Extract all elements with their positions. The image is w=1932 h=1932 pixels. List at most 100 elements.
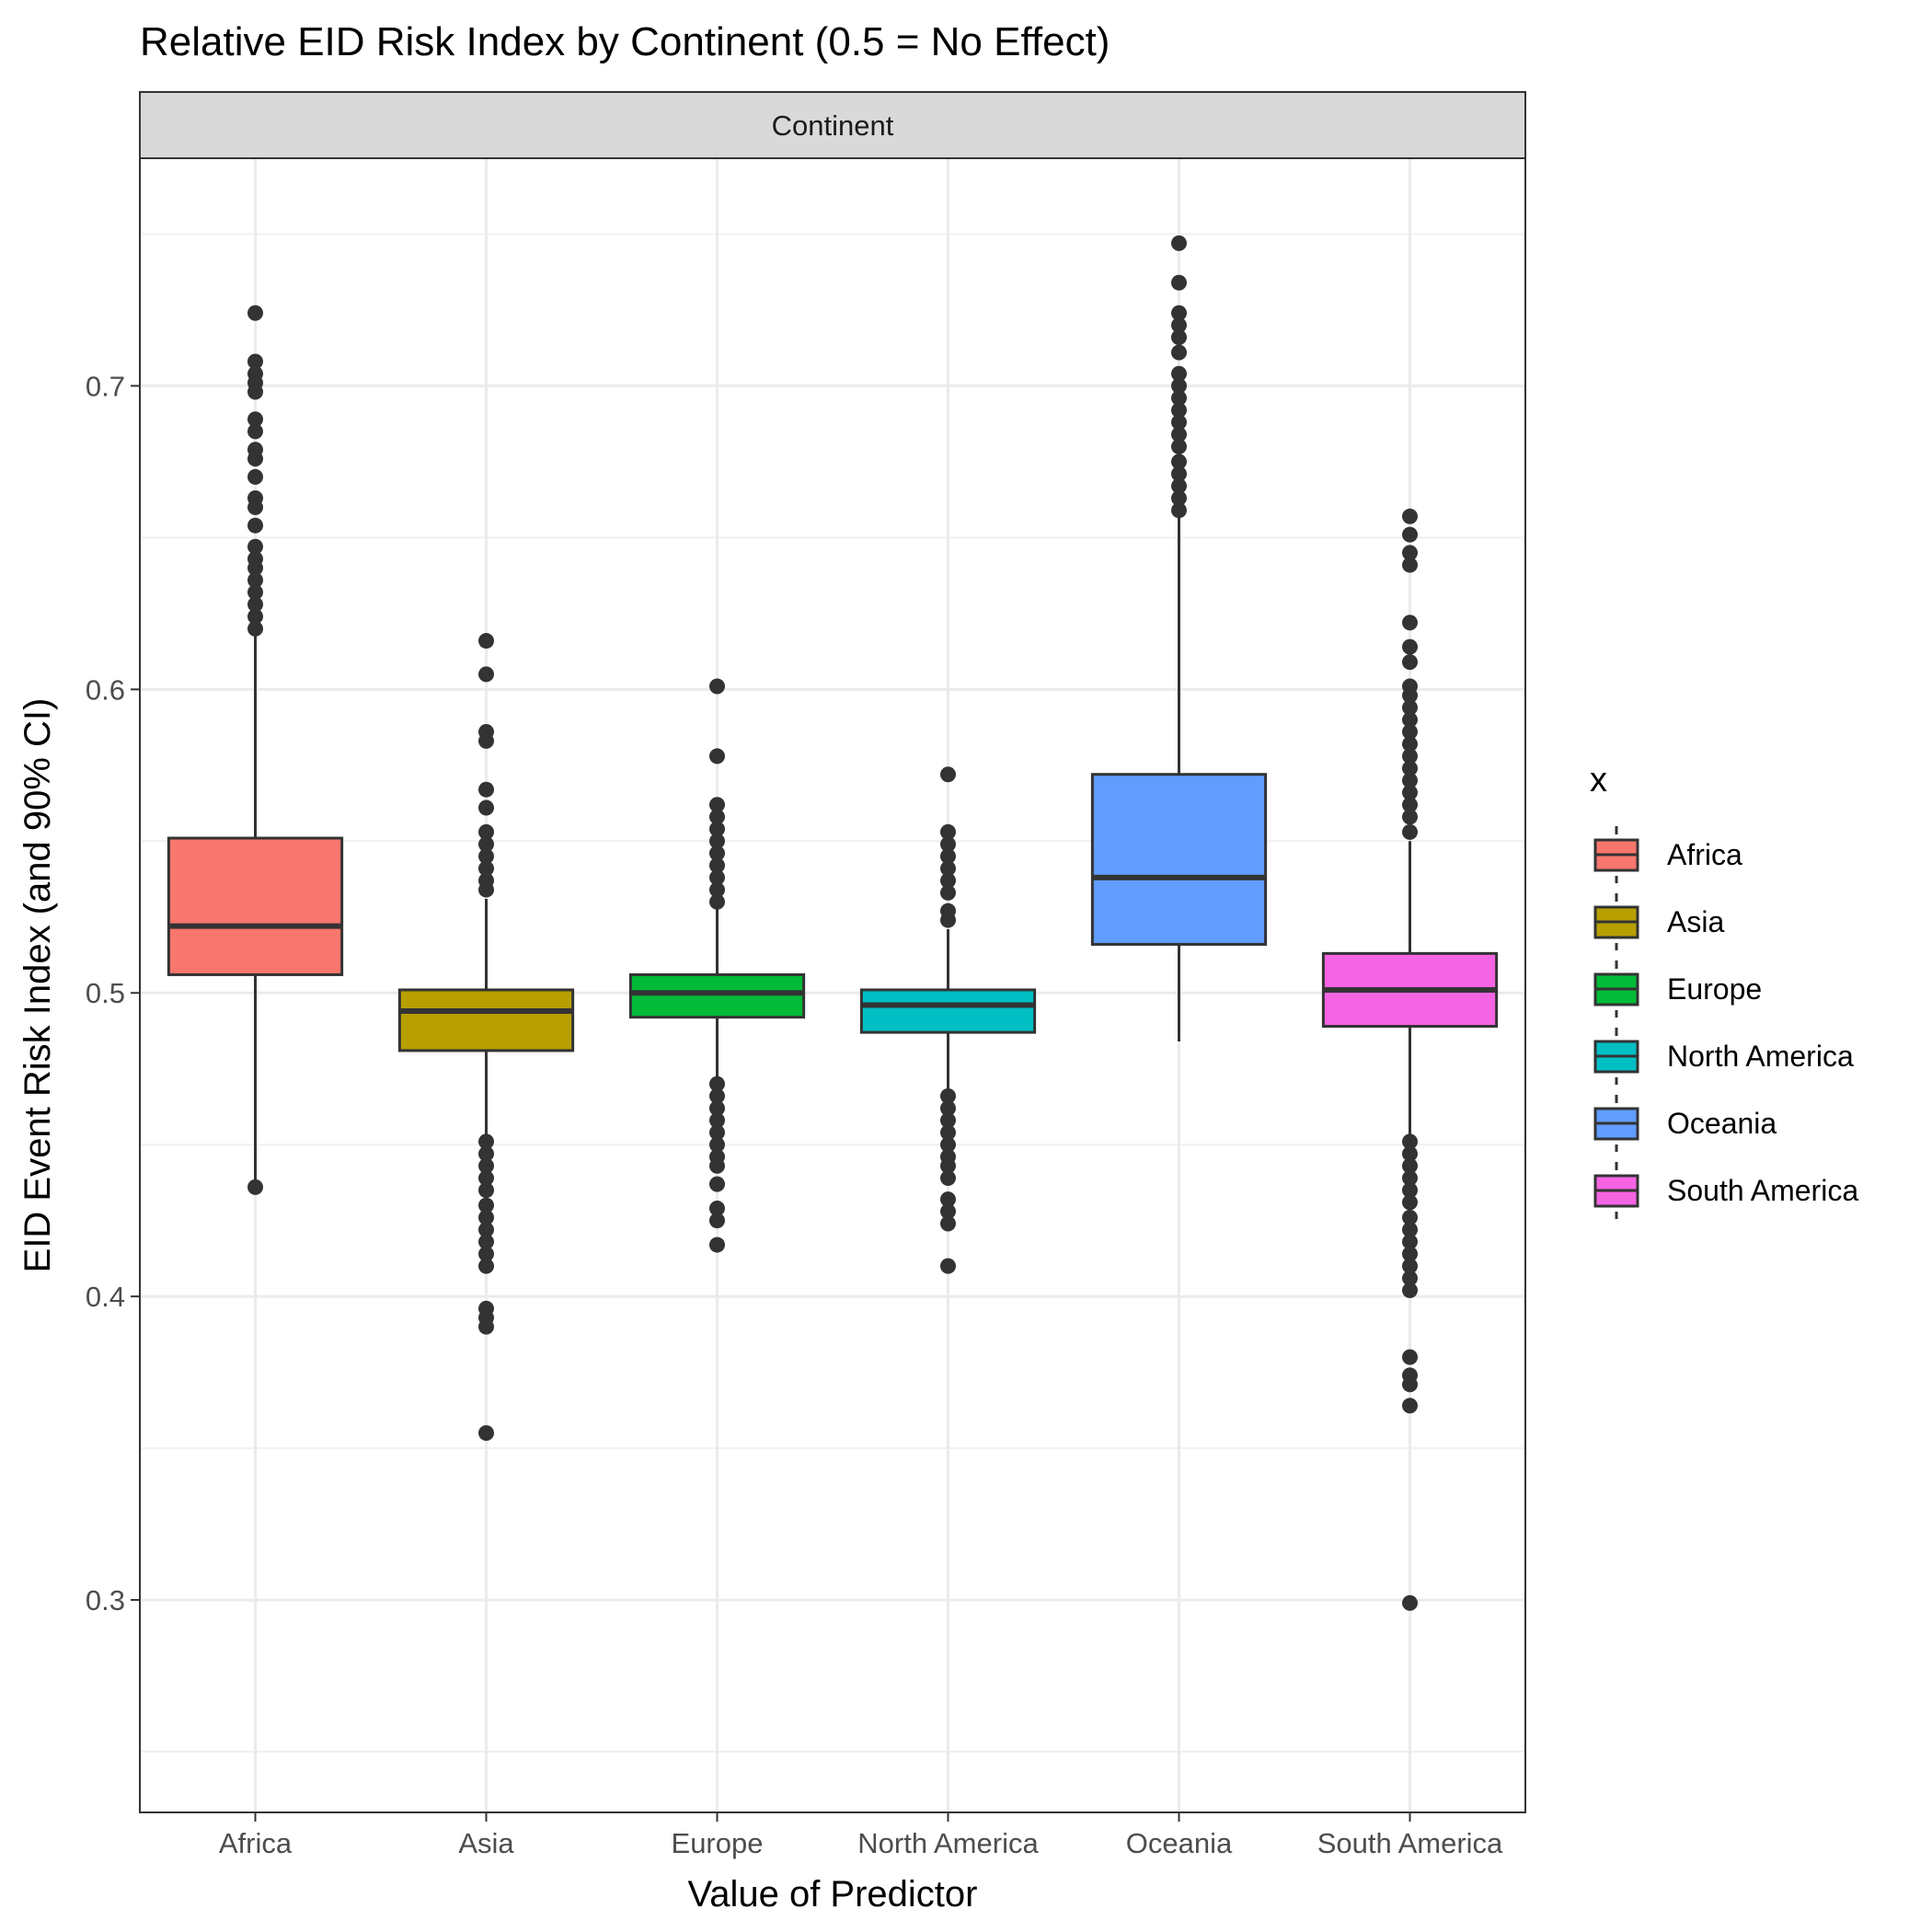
outlier-point bbox=[940, 1215, 956, 1232]
outlier-point bbox=[1171, 454, 1187, 470]
outlier-point bbox=[1402, 638, 1418, 655]
facet-strip-label: Continent bbox=[772, 109, 894, 142]
outlier-point bbox=[709, 1100, 725, 1117]
outlier-point bbox=[1402, 797, 1418, 813]
outlier-point bbox=[1402, 711, 1418, 728]
outlier-point bbox=[247, 559, 263, 576]
outlier-point bbox=[1171, 489, 1187, 506]
outlier-point bbox=[709, 1124, 725, 1141]
outlier-point bbox=[940, 1258, 956, 1274]
outlier-point bbox=[940, 836, 956, 853]
outlier-point bbox=[247, 499, 263, 515]
outlier-point bbox=[478, 781, 494, 798]
outlier-point bbox=[1402, 760, 1418, 776]
outlier-point bbox=[478, 1197, 494, 1213]
outlier-point bbox=[1402, 724, 1418, 741]
legend-item-south-america: South America bbox=[1593, 1162, 1858, 1219]
boxes-layer bbox=[167, 235, 1499, 1611]
outlier-point bbox=[1402, 809, 1418, 825]
outlier-point bbox=[1171, 316, 1187, 333]
outlier-point bbox=[709, 893, 725, 910]
outlier-point bbox=[478, 1133, 494, 1150]
outlier-point bbox=[709, 678, 725, 695]
outlier-point bbox=[1402, 1234, 1418, 1250]
outlier-point bbox=[478, 823, 494, 840]
outlier-point bbox=[1171, 377, 1187, 394]
outlier-point bbox=[1171, 414, 1187, 431]
y-tick-label: 0.6 bbox=[86, 673, 125, 706]
outlier-point bbox=[478, 1425, 494, 1442]
box-africa bbox=[167, 305, 344, 1195]
legend-label: Africa bbox=[1667, 838, 1742, 871]
box-north-america bbox=[859, 766, 1037, 1274]
outlier-point bbox=[247, 411, 263, 428]
outlier-point bbox=[1402, 1169, 1418, 1186]
outlier-point bbox=[709, 881, 725, 898]
plot-panel-border bbox=[139, 157, 1526, 1813]
box-body bbox=[167, 836, 344, 976]
outlier-point bbox=[478, 1145, 494, 1162]
outlier-point bbox=[478, 1157, 494, 1174]
outlier-point bbox=[1402, 1246, 1418, 1262]
outlier-point bbox=[709, 748, 725, 765]
outlier-point bbox=[940, 1112, 956, 1129]
outlier-point bbox=[478, 633, 494, 650]
outlier-point bbox=[709, 1200, 725, 1216]
legend: x Africa Asia Europe North America Oceania So… bbox=[1590, 761, 1858, 1219]
outlier-point bbox=[709, 845, 725, 861]
outlier-point bbox=[709, 1157, 725, 1174]
outlier-point bbox=[1402, 748, 1418, 765]
outlier-point bbox=[940, 1203, 956, 1220]
outlier-point bbox=[1171, 438, 1187, 454]
outlier-point bbox=[247, 620, 263, 637]
outlier-point bbox=[709, 1112, 725, 1129]
outlier-point bbox=[940, 1191, 956, 1208]
outlier-point bbox=[478, 666, 494, 683]
outlier-point bbox=[478, 848, 494, 865]
outlier-point bbox=[940, 912, 956, 928]
outlier-point bbox=[1402, 785, 1418, 801]
outlier-point bbox=[709, 1087, 725, 1104]
outlier-point bbox=[1402, 508, 1418, 524]
outlier-point bbox=[1402, 1133, 1418, 1150]
outlier-point bbox=[1171, 502, 1187, 519]
box-south-america bbox=[1321, 508, 1499, 1611]
outlier-point bbox=[478, 1234, 494, 1250]
box-asia bbox=[397, 633, 575, 1442]
legend-label: North America bbox=[1667, 1040, 1854, 1073]
outlier-point bbox=[478, 1258, 494, 1274]
legend-title: x bbox=[1590, 761, 1607, 799]
outlier-point bbox=[478, 1318, 494, 1335]
legend-item-oceania: Oceania bbox=[1593, 1095, 1777, 1152]
outlier-point bbox=[709, 1213, 725, 1229]
legend-item-europe: Europe bbox=[1593, 960, 1762, 1018]
outlier-point bbox=[247, 451, 263, 467]
box-oceania bbox=[1090, 235, 1268, 1042]
outlier-point bbox=[1171, 402, 1187, 419]
outlier-point bbox=[1402, 526, 1418, 543]
outlier-point bbox=[940, 1136, 956, 1153]
outlier-point bbox=[1171, 466, 1187, 482]
outlier-point bbox=[940, 872, 956, 889]
outlier-point bbox=[1402, 654, 1418, 671]
outlier-point bbox=[940, 1157, 956, 1174]
outlier-point bbox=[1402, 823, 1418, 840]
outlier-point bbox=[247, 1179, 263, 1195]
outlier-point bbox=[1402, 1182, 1418, 1199]
facet-strip-background bbox=[139, 91, 1526, 159]
outlier-point bbox=[1171, 305, 1187, 321]
legend-label: Asia bbox=[1667, 905, 1724, 938]
legend-item-north-america: North America bbox=[1593, 1028, 1854, 1085]
plot-panel-background bbox=[140, 158, 1525, 1812]
outlier-point bbox=[1402, 1157, 1418, 1174]
box-body bbox=[859, 988, 1037, 1034]
outlier-point bbox=[478, 1209, 494, 1225]
outlier-point bbox=[1402, 615, 1418, 631]
outlier-point bbox=[940, 1169, 956, 1186]
x-tick-label: Africa bbox=[219, 1827, 293, 1859]
outlier-point bbox=[247, 468, 263, 485]
x-tick-label: Europe bbox=[672, 1827, 764, 1859]
outlier-point bbox=[1402, 1222, 1418, 1238]
outlier-point bbox=[1402, 1258, 1418, 1274]
outlier-point bbox=[478, 1246, 494, 1262]
